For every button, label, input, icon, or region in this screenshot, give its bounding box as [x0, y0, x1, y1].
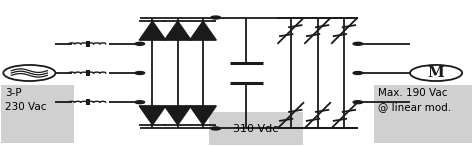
Text: 310 Vdc: 310 Vdc — [233, 124, 279, 134]
FancyBboxPatch shape — [209, 112, 303, 145]
Circle shape — [353, 72, 363, 74]
Text: 3-P
230 Vac: 3-P 230 Vac — [5, 88, 46, 112]
Polygon shape — [164, 106, 191, 125]
Circle shape — [135, 72, 145, 74]
Polygon shape — [190, 21, 216, 40]
Polygon shape — [139, 21, 166, 40]
Polygon shape — [190, 106, 216, 125]
Circle shape — [135, 42, 145, 45]
Circle shape — [135, 101, 145, 104]
FancyBboxPatch shape — [374, 85, 472, 143]
Circle shape — [353, 101, 363, 104]
Circle shape — [211, 127, 220, 130]
Text: M: M — [428, 66, 445, 80]
Circle shape — [353, 42, 363, 45]
Text: Max. 190 Vac
@ linear mod.: Max. 190 Vac @ linear mod. — [378, 88, 451, 112]
Polygon shape — [139, 106, 166, 125]
Polygon shape — [164, 21, 191, 40]
FancyBboxPatch shape — [1, 85, 74, 143]
Circle shape — [211, 16, 220, 19]
